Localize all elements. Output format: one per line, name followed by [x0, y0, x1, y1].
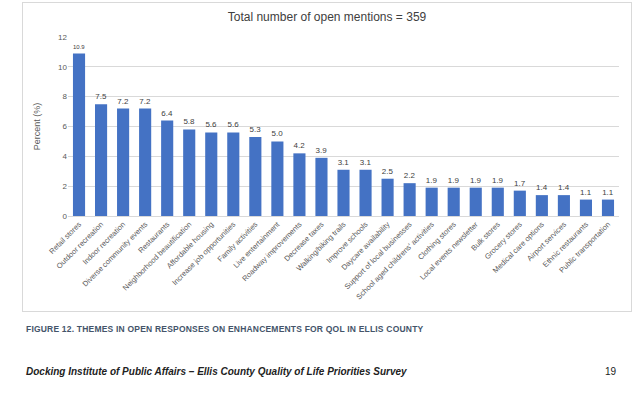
svg-text:2.2: 2.2 — [404, 171, 416, 180]
svg-text:3.1: 3.1 — [338, 158, 350, 167]
svg-text:3.9: 3.9 — [316, 146, 328, 155]
svg-text:5.0: 5.0 — [272, 129, 284, 138]
svg-text:Clothing stores: Clothing stores — [416, 220, 458, 262]
svg-text:5.3: 5.3 — [250, 125, 262, 134]
svg-text:Airport services: Airport services — [525, 220, 568, 263]
svg-text:6.4: 6.4 — [161, 109, 173, 118]
svg-text:1.9: 1.9 — [448, 176, 460, 185]
svg-text:5.6: 5.6 — [227, 120, 239, 129]
svg-text:Grocery stores: Grocery stores — [483, 220, 524, 261]
svg-text:Public transportation: Public transportation — [557, 220, 612, 275]
svg-text:Roadway improvements: Roadway improvements — [240, 220, 303, 283]
svg-text:0: 0 — [63, 212, 68, 221]
svg-text:Percent (%): Percent (%) — [32, 103, 42, 151]
svg-text:Daycare availability: Daycare availability — [340, 220, 392, 272]
svg-text:10: 10 — [58, 63, 67, 72]
svg-text:1.1: 1.1 — [602, 188, 614, 197]
svg-text:Outdoor recreation: Outdoor recreation — [55, 220, 106, 271]
svg-text:1.4: 1.4 — [536, 183, 548, 192]
svg-text:Local events newsletter: Local events newsletter — [418, 220, 480, 282]
svg-text:Live entertainment: Live entertainment — [231, 219, 282, 270]
svg-text:Ethnic restaurants: Ethnic restaurants — [541, 220, 590, 269]
svg-text:School aged childrens' activit: School aged childrens' activities — [354, 220, 436, 302]
svg-text:1.9: 1.9 — [470, 176, 482, 185]
svg-text:Affordable housing: Affordable housing — [165, 220, 216, 271]
html-text:FIGURE 12. THEMES IN OPEN RESP: FIGURE 12. THEMES IN OPEN RESPONSES ON E… — [26, 324, 424, 334]
svg-text:Restaurants: Restaurants — [136, 220, 171, 255]
svg-text:1.9: 1.9 — [426, 176, 438, 185]
svg-text:1.7: 1.7 — [514, 179, 526, 188]
svg-text:Increase job opportunities: Increase job opportunities — [170, 220, 237, 287]
svg-text:Family activities: Family activities — [216, 220, 260, 264]
svg-text:Bulk stores: Bulk stores — [469, 220, 502, 253]
svg-text:1.1: 1.1 — [580, 188, 592, 197]
svg-text:Neighborhood beautification: Neighborhood beautification — [121, 220, 193, 292]
svg-text:Retail stores: Retail stores — [47, 220, 83, 256]
svg-text:1.4: 1.4 — [558, 183, 570, 192]
svg-text:Total number of open mentions: Total number of open mentions = 359 — [228, 10, 427, 24]
svg-text:5.8: 5.8 — [183, 117, 195, 126]
svg-text:1.9: 1.9 — [492, 176, 504, 185]
svg-text:4.2: 4.2 — [294, 141, 306, 150]
svg-text:8: 8 — [63, 92, 68, 101]
svg-text:Improve schools: Improve schools — [325, 220, 370, 265]
svg-text:10.9: 10.9 — [73, 44, 85, 50]
svg-text:Support of local businesses: Support of local businesses — [342, 220, 413, 291]
svg-text:6: 6 — [63, 122, 68, 131]
svg-text:5.6: 5.6 — [205, 120, 217, 129]
svg-text:Walking/biking trails: Walking/biking trails — [295, 220, 348, 273]
svg-text:4: 4 — [63, 152, 68, 161]
html-text:19: 19 — [604, 366, 616, 377]
svg-text:2.5: 2.5 — [382, 167, 394, 176]
svg-text:Indoor recreation: Indoor recreation — [81, 220, 127, 266]
svg-text:3.1: 3.1 — [360, 158, 372, 167]
svg-text:12: 12 — [58, 33, 67, 42]
html-text:Docking Institute of Public Af: Docking Institute of Public Affairs – El… — [26, 366, 407, 377]
svg-text:Decrease taxes: Decrease taxes — [282, 220, 325, 263]
svg-text:2: 2 — [63, 182, 68, 191]
svg-text:Medical care options: Medical care options — [491, 220, 546, 275]
svg-text:7.2: 7.2 — [139, 97, 151, 106]
svg-text:7.5: 7.5 — [95, 92, 107, 101]
svg-text:Diverse community events: Diverse community events — [81, 220, 150, 289]
svg-text:7.2: 7.2 — [117, 97, 129, 106]
